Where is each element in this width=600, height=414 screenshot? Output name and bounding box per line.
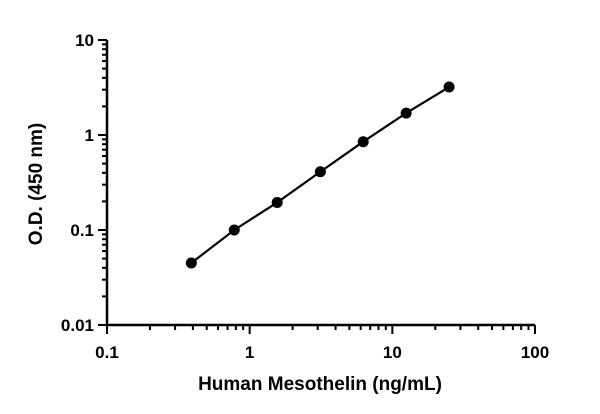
x-tick-label: 1 xyxy=(245,343,254,362)
tick-marks xyxy=(98,39,536,334)
y-tick-label: 0.01 xyxy=(61,316,94,335)
data-point xyxy=(185,257,197,269)
data-point xyxy=(271,196,283,208)
data-point xyxy=(357,136,369,148)
x-tick-label: 100 xyxy=(521,343,549,362)
x-tick-label: 0.1 xyxy=(95,343,119,362)
y-tick-label: 1 xyxy=(85,126,94,145)
x-tick-label: 10 xyxy=(383,343,402,362)
y-axis-title: O.D. (450 nm) xyxy=(26,123,47,245)
axes xyxy=(105,40,535,327)
data-point xyxy=(443,81,455,93)
data-point xyxy=(400,107,412,119)
data-point xyxy=(228,224,240,236)
data-point xyxy=(314,166,326,178)
y-tick-label: 10 xyxy=(75,31,94,50)
x-axis-title: Human Mesothelin (ng/mL) xyxy=(198,374,442,395)
y-tick-label: 0.1 xyxy=(70,221,94,240)
plot-area xyxy=(185,81,455,269)
